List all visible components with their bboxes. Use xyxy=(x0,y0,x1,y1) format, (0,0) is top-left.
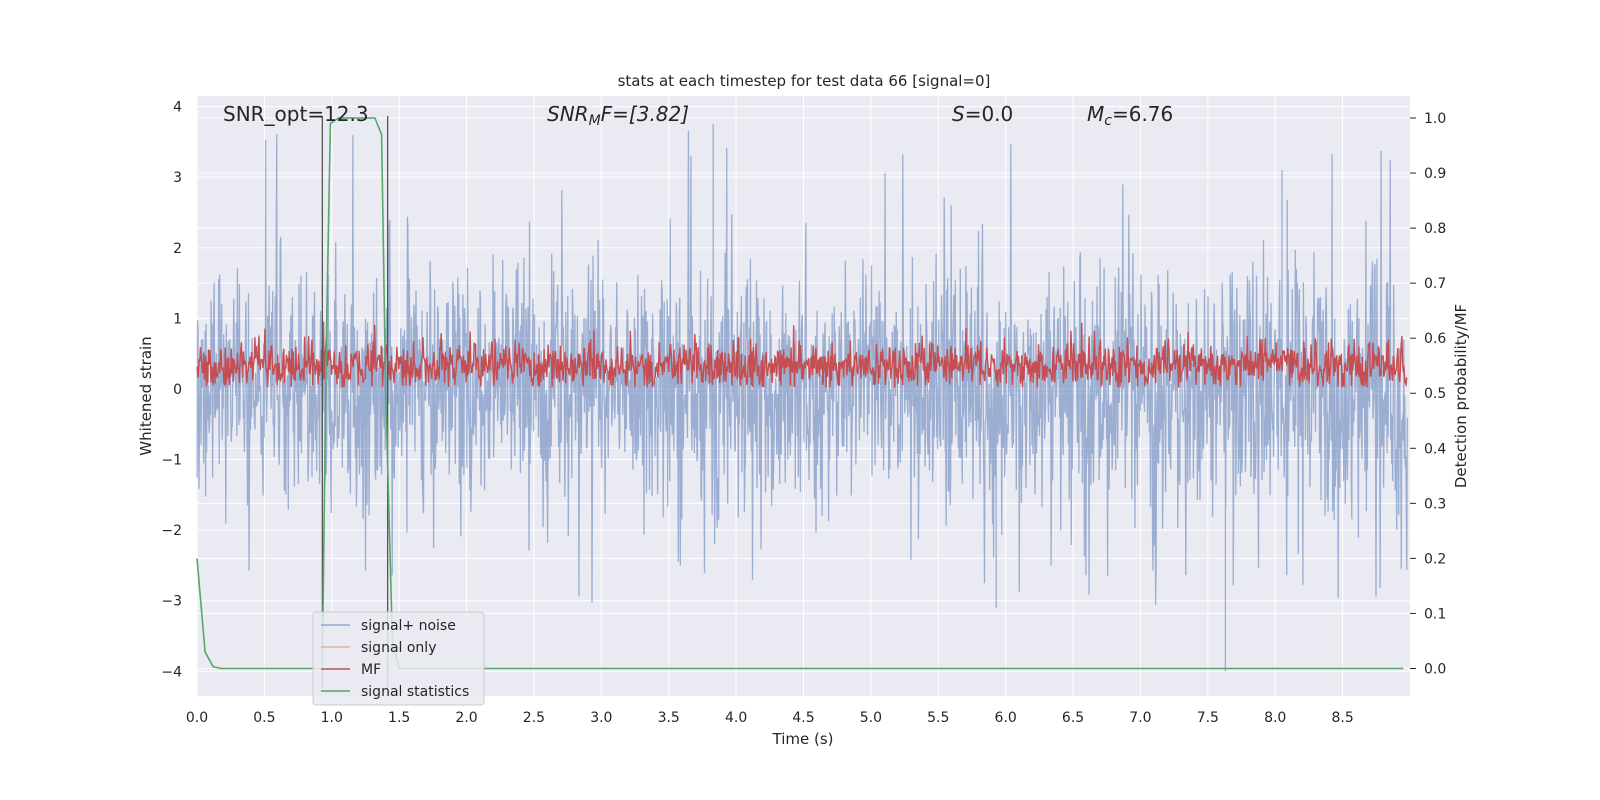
series-signal-noise xyxy=(196,124,1408,672)
y-left-tick-8: −4 xyxy=(161,664,182,680)
annotation-s-symbol: S xyxy=(952,102,965,126)
y-right-tick-4: 0.6 xyxy=(1424,331,1446,347)
annotation-snr-opt: SNR_opt=12.3 xyxy=(223,102,369,126)
x-tick-10: 5.0 xyxy=(860,710,882,726)
y-left-tick-6: −2 xyxy=(161,523,182,539)
legend-label-signal-statistics: signal statistics xyxy=(361,684,469,700)
legend-label-signal-only: signal only xyxy=(361,640,436,656)
annotation-snr-mf-value: F=[3.82] xyxy=(601,102,689,126)
y-right-axis-label: Detection probability/MF xyxy=(1452,304,1470,488)
y-right-tick-0: 1.0 xyxy=(1424,111,1446,127)
x-tick-labels: 0.0 0.5 1.0 1.5 2.0 2.5 3.0 3.5 4.0 4.5 5.0 5.5 6.0 6… xyxy=(186,710,1354,726)
x-tick-11: 5.5 xyxy=(927,710,949,726)
x-tick-1: 0.5 xyxy=(253,710,275,726)
annotation-snr-mf-symbol: SNR xyxy=(547,102,589,126)
y-right-tick-6: 0.4 xyxy=(1424,441,1446,457)
x-tick-14: 7.0 xyxy=(1129,710,1151,726)
x-tick-16: 8.0 xyxy=(1264,710,1286,726)
x-tick-2: 1.0 xyxy=(321,710,343,726)
x-tick-5: 2.5 xyxy=(523,710,545,726)
x-tick-12: 6.0 xyxy=(995,710,1017,726)
x-tick-8: 4.0 xyxy=(725,710,747,726)
annotation-mc-subscript: c xyxy=(1104,113,1112,129)
y-right-tick-7: 0.3 xyxy=(1424,496,1446,512)
y-right-tick-2: 0.8 xyxy=(1424,221,1446,237)
annotation-mc-symbol: M xyxy=(1087,102,1104,126)
y-right-tick-5: 0.5 xyxy=(1424,386,1446,402)
y-left-tick-5: −1 xyxy=(161,453,182,469)
annotation-mc: Mc=6.76 xyxy=(1087,102,1173,129)
legend: signal+ noise signal only MF signal stat… xyxy=(312,611,485,706)
x-tick-17: 8.5 xyxy=(1331,710,1353,726)
annotation-s: S=0.0 xyxy=(952,102,1013,126)
y-left-tick-4: 0 xyxy=(173,382,182,398)
series-mf xyxy=(196,321,1408,389)
x-tick-9: 4.5 xyxy=(792,710,814,726)
y-right-tick-8: 0.2 xyxy=(1424,551,1446,567)
chart-title: stats at each timestep for test data 66 … xyxy=(618,72,991,90)
y-left-tick-3: 1 xyxy=(173,311,182,327)
y-right-tick-1: 0.9 xyxy=(1424,166,1446,182)
annotation-snr-mf-subscript: M xyxy=(589,113,601,129)
y-left-tick-1: 3 xyxy=(173,170,182,186)
y-left-tick-labels: 4 3 2 1 0 −1 −2 −3 −4 xyxy=(161,100,182,681)
legend-label-noise: signal+ noise xyxy=(361,618,456,634)
y-left-tick-0: 4 xyxy=(173,100,182,116)
annotation-mc-value: =6.76 xyxy=(1112,102,1173,126)
x-tick-0: 0.0 xyxy=(186,710,208,726)
y-right-tick-10: 0.0 xyxy=(1424,661,1446,677)
y-left-tick-7: −3 xyxy=(161,594,182,610)
annotation-s-value: =0.0 xyxy=(965,102,1014,126)
noise-series xyxy=(196,124,1408,672)
x-tick-4: 2.0 xyxy=(455,710,477,726)
x-tick-7: 3.5 xyxy=(658,710,680,726)
x-axis-label: Time (s) xyxy=(772,730,834,748)
x-tick-3: 1.5 xyxy=(388,710,410,726)
y-right-tick-3: 0.7 xyxy=(1424,276,1446,292)
y-left-axis-label: Whitened strain xyxy=(137,336,155,455)
mf-series xyxy=(196,321,1408,389)
y-left-tick-2: 2 xyxy=(173,241,182,257)
y-right-tick-9: 0.1 xyxy=(1424,606,1446,622)
x-tick-15: 7.5 xyxy=(1197,710,1219,726)
x-tick-13: 6.5 xyxy=(1062,710,1084,726)
legend-label-mf: MF xyxy=(361,662,381,678)
x-tick-6: 3.0 xyxy=(590,710,612,726)
legend-box xyxy=(312,611,485,706)
annotation-snr-mf: SNRMF=[3.82] xyxy=(547,102,689,129)
signal-markers xyxy=(321,116,389,688)
y-right-tick-labels: 1.0 0.9 0.8 0.7 0.6 0.5 0.4 0.3 0.2 0.1 0.0 xyxy=(1410,111,1446,677)
